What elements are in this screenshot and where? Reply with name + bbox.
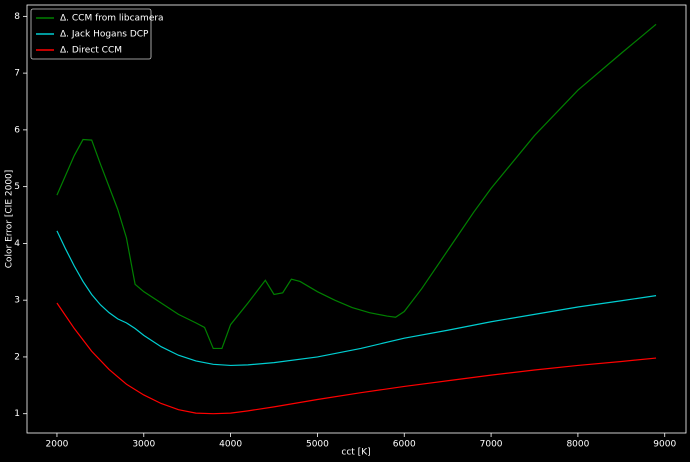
y-tick-label: 3 (14, 296, 20, 306)
y-tick-label: 2 (14, 352, 20, 362)
series-line (56, 23, 657, 350)
y-tick-label: 6 (14, 125, 20, 135)
x-tick-label: 4000 (219, 440, 242, 450)
x-tick-label: 6000 (393, 440, 416, 450)
x-tick-label: 3000 (132, 440, 155, 450)
plot-frame (26, 4, 687, 434)
y-tick-label: 7 (14, 69, 20, 79)
y-tick-label: 4 (14, 239, 20, 249)
x-tick-label: 7000 (480, 440, 503, 450)
y-axis-label: Color Error [CIE 2000] (5, 170, 15, 269)
x-tick-label: 9000 (653, 440, 676, 450)
legend-box (30, 8, 152, 60)
legend-label: Δ. CCM from libcamera (60, 14, 164, 24)
y-tick-label: 8 (14, 12, 20, 22)
x-tick-label: 8000 (566, 440, 589, 450)
series-line (56, 230, 657, 367)
x-tick-label: 2000 (46, 440, 69, 450)
series-line (56, 302, 657, 415)
y-tick-label: 5 (14, 182, 20, 192)
y-tick-label: 1 (14, 409, 20, 419)
legend-label: Δ. Jack Hogans DCP (60, 30, 149, 40)
legend-label: Δ. Direct CCM (60, 46, 122, 56)
x-axis-label: cct [K] (341, 448, 370, 458)
x-tick-label: 5000 (306, 440, 329, 450)
